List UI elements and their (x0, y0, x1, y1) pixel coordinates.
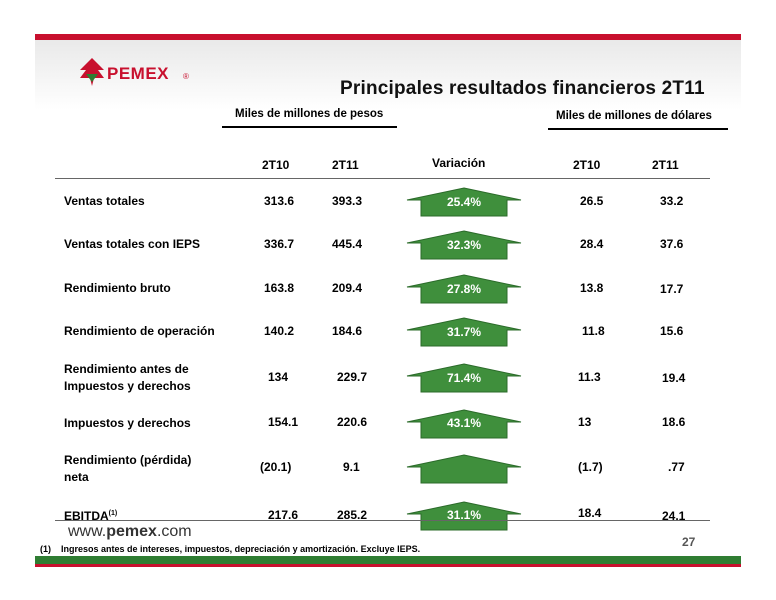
value-dolares-2t11: 33.2 (660, 194, 684, 208)
value-dolares-2t10: 11.8 (582, 324, 605, 338)
value-dolares-2t11: 37.6 (660, 237, 684, 251)
value-pesos-2t11: 209.4 (332, 281, 363, 295)
value-dolares-2t11: 19.4 (662, 371, 686, 385)
value-pesos-2t11: 393.3 (332, 194, 363, 208)
value-pesos-2t10: 140.2 (264, 324, 295, 338)
value-dolares-2t10: 13 (578, 415, 592, 429)
value-pesos-2t10: 313.6 (264, 194, 295, 208)
value-dolares-2t11: .77 (668, 460, 685, 474)
value-dolares-2t10: 11.3 (578, 370, 601, 384)
variation-percent: 31.1% (446, 508, 482, 522)
value-pesos-2t11: 285.2 (337, 508, 368, 522)
logo-registered-mark: ® (183, 72, 189, 81)
value-dolares-2t10: 13.8 (580, 281, 604, 295)
website-link[interactable]: www.pemex.com (68, 523, 192, 540)
row-label: Rendimiento antes de Impuestos y derechos (64, 362, 191, 393)
page-number: 27 (682, 535, 696, 549)
up-arrow-icon (406, 230, 522, 260)
col-header-pesos-2t11: 2T11 (332, 158, 359, 172)
value-pesos-2t10: 163.8 (264, 281, 295, 295)
table-bottom-separator (55, 520, 710, 521)
footnote: (1) Ingresos antes de intereses, impuest… (40, 544, 421, 554)
value-dolares-2t10: 28.4 (580, 237, 604, 251)
value-dolares-2t10: (1.7) (578, 460, 603, 474)
value-pesos-2t11: 184.6 (332, 324, 363, 338)
row-label: Ventas totales con IEPS (64, 237, 201, 251)
value-pesos-2t10: 336.7 (264, 237, 295, 251)
logo-text: PEMEX (107, 64, 170, 83)
value-dolares-2t11: 15.6 (660, 324, 684, 338)
group-header-dolares: Miles de millones de dólares (556, 110, 712, 122)
up-arrow-icon (406, 501, 522, 531)
value-dolares-2t11: 18.6 (662, 415, 686, 429)
row-label: Rendimiento (pérdida) neta (64, 453, 192, 484)
header-background (35, 40, 741, 110)
variation-percent: 71.4% (446, 371, 482, 385)
variation-percent: 25.4% (446, 195, 482, 209)
up-arrow-icon (406, 274, 522, 304)
row-label: Impuestos y derechos (64, 416, 191, 430)
value-dolares-2t11: 17.7 (660, 282, 684, 296)
footnote-ref: (1) (108, 510, 118, 517)
pemex-eagle-icon (80, 58, 104, 86)
group-underline-dolares (548, 128, 728, 130)
value-pesos-2t11: 445.4 (332, 237, 363, 251)
up-arrow-icon (406, 187, 522, 217)
value-pesos-2t10: (20.1) (260, 460, 292, 474)
row-label: Rendimiento bruto (64, 281, 171, 295)
row-label: Rendimiento de operación (64, 324, 215, 338)
top-red-bar (35, 34, 741, 40)
col-header-variacion: Variación (432, 156, 486, 170)
up-arrow-icon (406, 409, 522, 439)
value-dolares-2t10: 26.5 (580, 194, 604, 208)
col-header-dolares-2t11: 2T11 (652, 158, 679, 172)
value-pesos-2t11: 229.7 (337, 370, 368, 384)
value-pesos-2t10: 134 (268, 370, 289, 384)
value-dolares-2t10: 18.4 (578, 506, 602, 520)
bottom-red-bar (35, 564, 741, 567)
row-label: Ventas totales (64, 194, 145, 208)
bottom-green-bar (35, 556, 741, 564)
col-header-pesos-2t10: 2T10 (262, 158, 290, 172)
col-header-dolares-2t10: 2T10 (573, 158, 601, 172)
value-pesos-2t10: 217.6 (268, 508, 299, 522)
variation-percent: 27.8% (446, 282, 482, 296)
variation-percent: 43.1% (446, 416, 482, 430)
header-separator (55, 178, 710, 179)
up-arrow-icon (406, 363, 522, 393)
row-label: EBITDA(1) (64, 509, 118, 523)
value-pesos-2t10: 154.1 (268, 415, 299, 429)
up-arrow-icon (406, 317, 522, 347)
group-header-pesos: Miles de millones de pesos (235, 108, 384, 120)
up-arrow-icon (406, 454, 522, 484)
group-underline-pesos (222, 126, 397, 128)
value-pesos-2t11: 220.6 (337, 415, 368, 429)
variation-percent: 31.7% (446, 325, 482, 339)
value-pesos-2t11: 9.1 (343, 460, 360, 474)
variation-percent: 32.3% (446, 238, 482, 252)
page-title: Principales resultados financieros 2T11 (340, 78, 705, 99)
value-dolares-2t11: 24.1 (662, 509, 686, 523)
